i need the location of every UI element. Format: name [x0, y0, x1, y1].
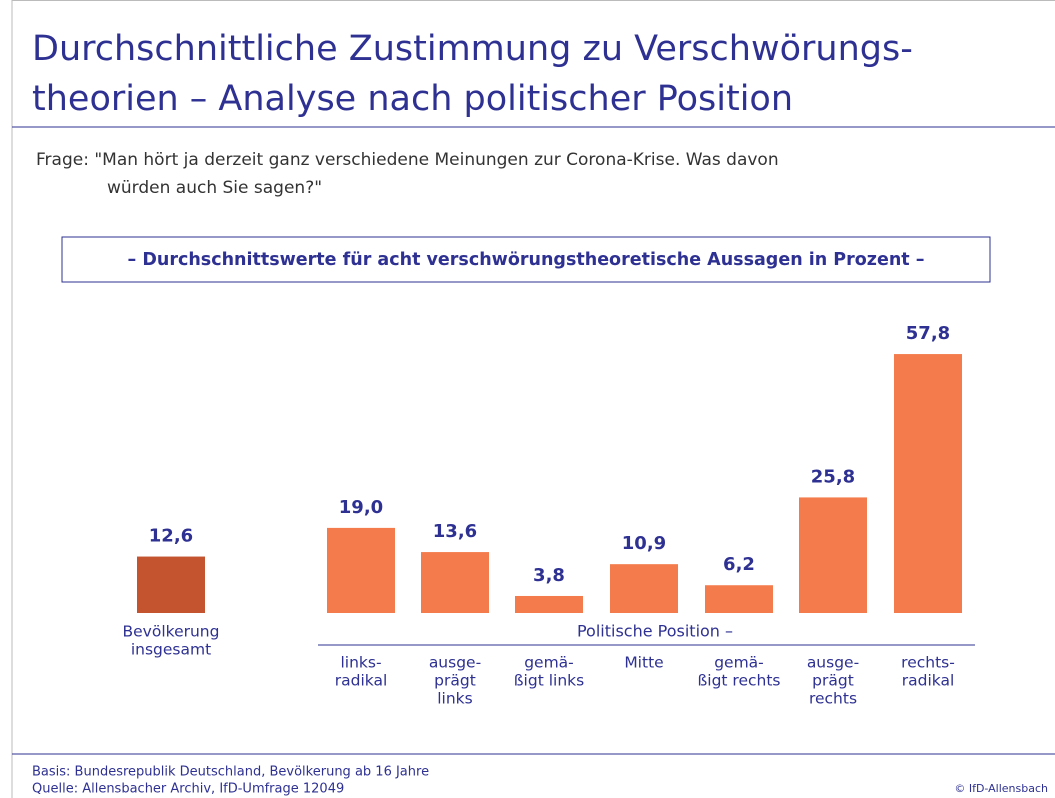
chart-title: theorien – Analyse nach politischer Posi…	[32, 79, 793, 119]
category-label: prägt	[812, 672, 854, 690]
category-label: radikal	[902, 672, 955, 690]
bar	[327, 527, 395, 613]
bar	[137, 556, 205, 613]
category-label: gemä-	[714, 654, 764, 672]
category-label: links	[437, 690, 473, 708]
category-label: insgesamt	[131, 641, 211, 659]
subtitle: – Durchschnittswerte für acht verschwöru…	[128, 250, 925, 270]
bar	[705, 585, 773, 613]
category-label: radikal	[335, 672, 388, 690]
bar	[515, 595, 583, 613]
subtitle-box	[61, 236, 991, 283]
category-label: links-	[340, 654, 381, 672]
category-label: gemä-	[524, 654, 574, 672]
value-label: 19,0	[339, 497, 383, 518]
value-label: 3,8	[533, 565, 565, 586]
category-label: ausge-	[429, 654, 481, 672]
category-label: rechts-	[901, 654, 955, 672]
value-label: 6,2	[723, 554, 755, 575]
chart-title: Durchschnittliche Zustimmung zu Verschwö…	[32, 29, 913, 69]
footer: Basis: Bundesrepublik Deutschland, Bevöl…	[32, 765, 429, 780]
category-label: ßigt links	[514, 672, 584, 690]
value-label: 10,9	[622, 533, 666, 554]
category-label: Mitte	[624, 654, 663, 672]
category-label: ausge-	[807, 654, 859, 672]
category-label: rechts	[809, 690, 857, 708]
bar	[421, 552, 489, 613]
value-label: 25,8	[811, 466, 855, 487]
value-label: 57,8	[906, 323, 950, 344]
value-label: 12,6	[149, 526, 193, 547]
copyright: © IfD-Allensbach	[954, 782, 1048, 795]
bar	[799, 497, 867, 613]
category-label: Bevölkerung	[123, 623, 220, 641]
question: würden auch Sie sagen?"	[107, 178, 322, 198]
bar	[894, 354, 962, 613]
category-label: prägt	[434, 672, 476, 690]
group-label: Politische Position –	[577, 622, 733, 641]
category-label: ßigt rechts	[698, 672, 781, 690]
question: Frage: "Man hört ja derzeit ganz verschi…	[36, 150, 779, 170]
bar	[610, 564, 678, 613]
footer: Quelle: Allensbacher Archiv, IfD-Umfrage…	[32, 782, 344, 797]
value-label: 13,6	[433, 521, 477, 542]
